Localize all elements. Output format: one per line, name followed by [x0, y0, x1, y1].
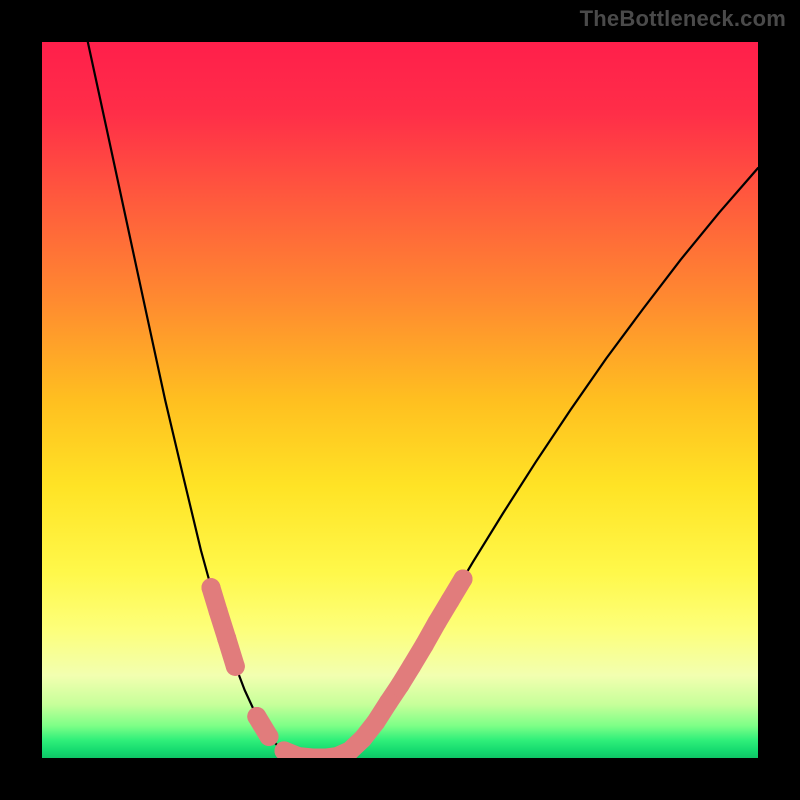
marker-dot — [259, 727, 278, 746]
plot-area — [42, 42, 758, 758]
marker-dot — [353, 729, 372, 748]
watermark-text: TheBottleneck.com — [580, 6, 786, 32]
plot-svg — [42, 42, 758, 758]
marker-dot — [217, 629, 236, 648]
marker-dot — [441, 591, 460, 610]
marker-dot — [201, 578, 220, 597]
marker-dot — [454, 570, 473, 589]
marker-dot — [226, 657, 245, 676]
marker-dot — [379, 693, 398, 712]
marker-dot — [428, 612, 447, 631]
marker-dot — [247, 707, 266, 726]
marker-dot — [402, 657, 421, 676]
gradient-background — [42, 42, 758, 758]
marker-dot — [391, 675, 410, 694]
chart-frame: TheBottleneck.com — [0, 0, 800, 800]
marker-dot — [415, 635, 434, 654]
marker-dot — [209, 602, 228, 621]
marker-dot — [366, 713, 385, 732]
